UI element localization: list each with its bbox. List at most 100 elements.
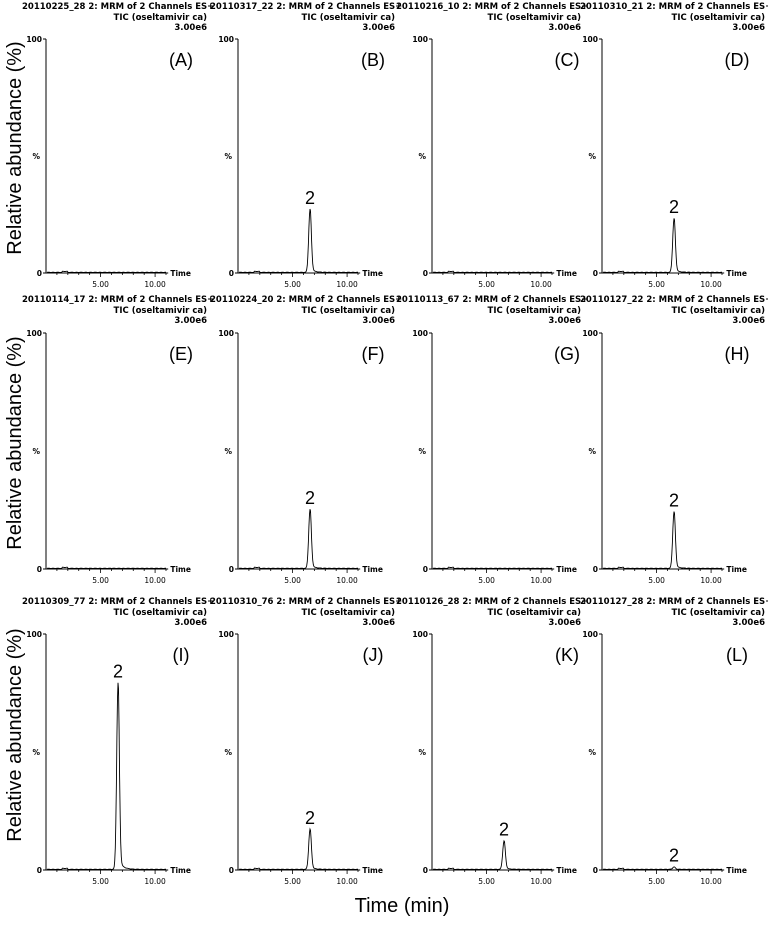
x-tick-label: 10.00: [530, 280, 552, 289]
panel-header: 20110317_22 2: MRM of 2 Channels ES+: [210, 2, 402, 12]
y-tick-label: 100: [26, 329, 42, 338]
panel-letter: (L): [726, 645, 748, 665]
y-tick-label: %: [224, 447, 232, 456]
panel-scale: 3.00e6: [362, 618, 395, 628]
y-tick-label: 100: [582, 630, 598, 639]
chromatogram-trace: [603, 866, 722, 870]
peak-label: 2: [669, 846, 679, 866]
chromatogram-trace: [433, 270, 552, 273]
y-tick-label: %: [418, 152, 426, 161]
y-axis-title-row1: Relative abundance (%): [4, 41, 26, 254]
y-tick-label: 100: [412, 35, 428, 44]
y-tick-label: 0: [37, 866, 42, 875]
panel-scale: 3.00e6: [548, 316, 581, 326]
x-tick-label: 10.00: [336, 280, 358, 289]
chromatogram-panel: 20110216_10 2: MRM of 2 Channels ES+TIC …: [396, 2, 588, 289]
x-tick-label: 5.00: [648, 576, 665, 585]
y-tick-label: 100: [218, 630, 234, 639]
peak-label: 2: [305, 488, 315, 508]
panel-scale: 3.00e6: [362, 23, 395, 33]
panel-scale: 3.00e6: [732, 23, 765, 33]
y-tick-label: 0: [423, 565, 428, 574]
y-tick-label: 100: [26, 35, 42, 44]
peak-label: 2: [305, 808, 315, 828]
x-tick-label: 10.00: [700, 877, 722, 886]
peak-label: 2: [113, 662, 123, 682]
y-tick-label: 0: [423, 269, 428, 278]
chromatogram-trace: [239, 827, 358, 870]
y-tick-label: 0: [229, 866, 234, 875]
x-tick-label: 5.00: [284, 280, 301, 289]
x-axis-end-label: Time: [556, 269, 577, 278]
panel-header: 20110224_20 2: MRM of 2 Channels ES+: [210, 295, 402, 305]
y-tick-label: %: [588, 748, 596, 757]
peak-label: 2: [669, 197, 679, 217]
y-tick-label: 0: [229, 269, 234, 278]
panel-subheader: TIC (oseltamivir ca): [672, 608, 766, 618]
chromatogram-panel: 20110309_77 2: MRM of 2 Channels ES+TIC …: [22, 597, 214, 886]
chromatogram-trace: [47, 682, 166, 870]
panel-subheader: TIC (oseltamivir ca): [114, 13, 208, 23]
panel-header: 20110216_10 2: MRM of 2 Channels ES+: [396, 2, 588, 12]
panel-subheader: TIC (oseltamivir ca): [672, 306, 766, 316]
x-tick-label: 5.00: [284, 576, 301, 585]
panel-subheader: TIC (oseltamivir ca): [672, 13, 766, 23]
panel-header: 20110310_76 2: MRM of 2 Channels ES+: [210, 597, 402, 607]
chromatogram-panel: 20110113_67 2: MRM of 2 Channels ES+TIC …: [396, 295, 588, 585]
y-tick-label: 0: [229, 565, 234, 574]
panel-letter: (D): [725, 50, 750, 70]
y-tick-label: 0: [593, 269, 598, 278]
chromatogram-trace: [433, 839, 552, 870]
chromatogram-trace: [239, 208, 358, 273]
y-tick-label: 100: [26, 630, 42, 639]
y-tick-label: %: [32, 447, 40, 456]
chromatogram-trace: [47, 566, 166, 569]
y-tick-label: %: [224, 152, 232, 161]
x-tick-label: 10.00: [144, 280, 166, 289]
y-tick-label: %: [32, 748, 40, 757]
panel-letter: (F): [362, 344, 385, 364]
panel-header: 20110114_17 2: MRM of 2 Channels ES+: [22, 295, 214, 305]
panel-letter: (B): [361, 50, 385, 70]
panel-subheader: TIC (oseltamivir ca): [114, 608, 208, 618]
peak-label: 2: [305, 188, 315, 208]
x-tick-label: 5.00: [478, 877, 495, 886]
x-tick-label: 10.00: [700, 280, 722, 289]
chromatogram-panel: 20110114_17 2: MRM of 2 Channels ES+TIC …: [22, 295, 214, 585]
x-axis-end-label: Time: [362, 269, 383, 278]
panel-scale: 3.00e6: [174, 618, 207, 628]
panel-header: 20110309_77 2: MRM of 2 Channels ES+: [22, 597, 214, 607]
panel-header: 20110310_21 2: MRM of 2 Channels ES+: [580, 2, 768, 12]
x-tick-label: 10.00: [530, 877, 552, 886]
y-axis-title-row3: Relative abundance (%): [4, 628, 26, 841]
chromatogram-trace: [603, 218, 722, 273]
y-tick-label: %: [588, 152, 596, 161]
panel-header: 20110126_28 2: MRM of 2 Channels ES+: [396, 597, 588, 607]
x-axis-end-label: Time: [170, 565, 191, 574]
chromatogram-panel: 20110317_22 2: MRM of 2 Channels ES+TIC …: [210, 2, 402, 289]
chromatogram-panel: 20110225_28 2: MRM of 2 Channels ES+TIC …: [22, 2, 214, 289]
panel-scale: 3.00e6: [548, 618, 581, 628]
chromatogram-trace: [433, 566, 552, 569]
x-axis-end-label: Time: [726, 866, 747, 875]
panel-letter: (J): [363, 645, 384, 665]
y-tick-label: 0: [423, 866, 428, 875]
y-tick-label: 0: [37, 269, 42, 278]
y-tick-label: 100: [218, 35, 234, 44]
x-tick-label: 10.00: [336, 576, 358, 585]
x-tick-label: 10.00: [144, 877, 166, 886]
chromatogram-panel: 20110126_28 2: MRM of 2 Channels ES+TIC …: [396, 597, 588, 886]
panel-subheader: TIC (oseltamivir ca): [114, 306, 208, 316]
panel-letter: (C): [555, 50, 580, 70]
panel-subheader: TIC (oseltamivir ca): [302, 13, 396, 23]
panel-letter: (I): [173, 645, 190, 665]
x-tick-label: 5.00: [92, 280, 109, 289]
x-tick-label: 10.00: [530, 576, 552, 585]
panel-subheader: TIC (oseltamivir ca): [488, 306, 582, 316]
x-axis-title: Time (min): [355, 895, 450, 917]
x-tick-label: 5.00: [478, 280, 495, 289]
x-axis-end-label: Time: [362, 866, 383, 875]
x-axis-end-label: Time: [170, 269, 191, 278]
x-tick-label: 5.00: [648, 877, 665, 886]
chromatogram-panel: 20110310_21 2: MRM of 2 Channels ES+TIC …: [580, 2, 768, 289]
